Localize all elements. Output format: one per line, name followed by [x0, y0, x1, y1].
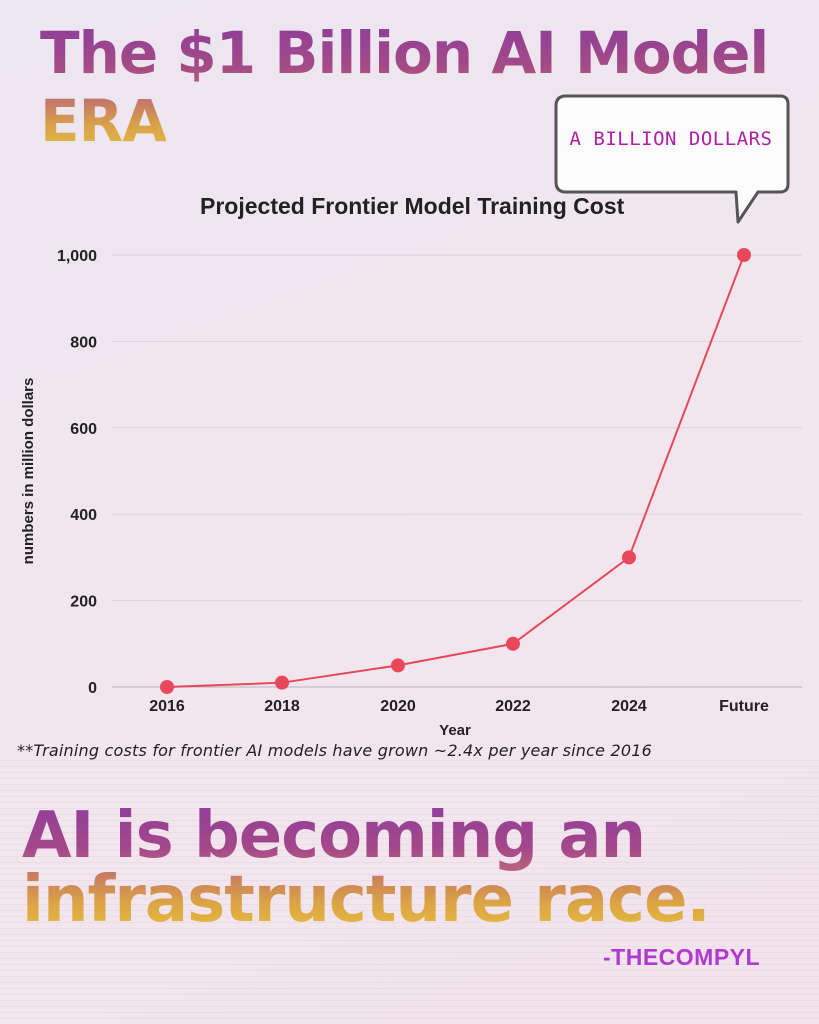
y-tick-label: 0 [88, 680, 97, 697]
x-tick-label: 2016 [149, 698, 185, 715]
signature: -THECOMPYL [603, 944, 761, 970]
page-title-era: ERA [40, 87, 167, 155]
y-tick-label: 600 [70, 421, 97, 438]
page-title: The $1 Billion AI Model [40, 19, 769, 87]
background-lines [0, 760, 819, 1024]
chart-gridlines [112, 254, 802, 688]
data-point [506, 636, 520, 651]
x-tick-label: 2020 [380, 698, 416, 715]
x-axis-label: Year [439, 722, 471, 739]
x-tick-label: Future [719, 698, 769, 715]
line-chart: 0 200 400 600 800 1,000 2016 2018 2020 2022 2024 F… [20, 248, 802, 739]
chart-title: Projected Frontier Model Training Cost [200, 193, 625, 219]
data-point [391, 658, 405, 673]
speech-bubble [554, 94, 790, 224]
tagline-line1: AI is becoming an [22, 799, 646, 873]
data-point [275, 675, 289, 690]
x-tick-label: 2018 [264, 698, 300, 715]
y-axis-ticks: 0 200 400 600 800 1,000 [57, 248, 97, 697]
y-tick-label: 400 [70, 507, 97, 524]
y-tick-label: 1,000 [57, 248, 97, 265]
x-tick-label: 2022 [495, 698, 531, 715]
data-point [160, 680, 174, 694]
data-point [737, 248, 751, 262]
series-line [166, 254, 745, 688]
y-axis-label: numbers in million dollars [20, 378, 37, 565]
y-tick-label: 800 [70, 334, 97, 351]
x-tick-label: 2024 [611, 698, 647, 715]
tagline-line2: infrastructure race. [22, 863, 711, 937]
callout-text: A BILLION DOLLARS [569, 128, 773, 150]
data-points [160, 248, 751, 694]
x-axis-ticks: 2016 2018 2020 2022 2024 Future [149, 698, 769, 715]
footnote: **Training costs for frontier AI models … [17, 741, 652, 760]
y-tick-label: 200 [70, 594, 97, 611]
data-point [622, 550, 636, 565]
